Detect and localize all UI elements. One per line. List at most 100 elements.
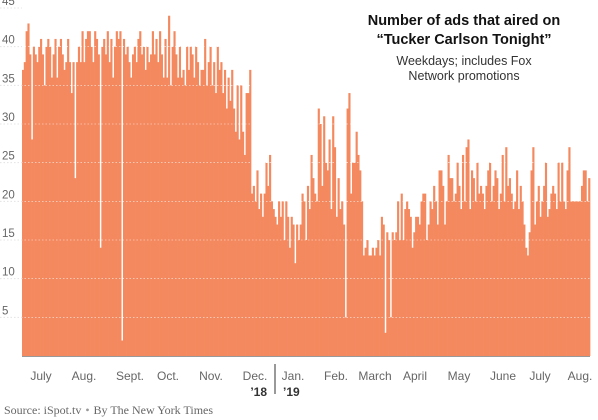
bar [52, 54, 55, 357]
bar [288, 247, 292, 356]
x-tick-label: Dec. [243, 369, 268, 383]
bar [115, 31, 118, 356]
bar [330, 209, 333, 356]
bar [566, 170, 569, 356]
bar [505, 147, 508, 356]
bar [362, 255, 365, 356]
bar [328, 139, 331, 356]
bar [198, 85, 201, 356]
bar [270, 201, 273, 356]
y-tick-label: 35 [2, 73, 15, 85]
bar [564, 209, 567, 356]
bar [113, 46, 117, 357]
bar [214, 93, 218, 356]
bar [427, 224, 430, 356]
bar [256, 170, 259, 356]
bar [59, 38, 63, 357]
bar [364, 247, 367, 356]
bar [319, 124, 322, 356]
bar [168, 15, 171, 356]
bar [548, 209, 551, 356]
bar [409, 216, 412, 356]
bar [222, 93, 225, 356]
bar [586, 201, 589, 356]
bar [79, 62, 82, 356]
bar [470, 170, 474, 356]
bar [438, 170, 441, 356]
bar [393, 240, 396, 356]
x-tick-label: May [448, 369, 471, 383]
bar [541, 201, 544, 356]
bar [159, 31, 162, 356]
bar [337, 178, 340, 356]
bar [157, 62, 160, 356]
bar [544, 162, 548, 356]
bar [103, 38, 106, 357]
bar [249, 69, 252, 357]
bar [94, 31, 97, 356]
bar [458, 185, 461, 356]
bar [384, 332, 387, 356]
bar [373, 255, 376, 356]
y-tick-label: 30 [2, 112, 15, 124]
bar [205, 85, 209, 356]
bar [74, 178, 77, 356]
bar [133, 46, 136, 357]
bar [245, 93, 248, 356]
bar [434, 201, 438, 356]
bar [106, 31, 109, 356]
bar [193, 77, 196, 356]
bar [308, 209, 311, 356]
bar [150, 54, 153, 357]
source-text: Source: iSpot.tv [4, 403, 82, 417]
bar [480, 185, 483, 356]
bar [579, 201, 582, 356]
bar [117, 38, 120, 357]
bar [160, 54, 163, 357]
bar [220, 62, 223, 356]
bar [342, 224, 346, 356]
bar [200, 69, 203, 357]
bar [65, 62, 68, 356]
bar [445, 201, 448, 356]
bar [433, 185, 436, 356]
bar [326, 170, 329, 356]
bar [469, 209, 472, 356]
bar [449, 178, 452, 356]
bar [290, 216, 293, 356]
y-tick-label: 45 [2, 0, 15, 8]
x-tick-label: Aug. [568, 369, 593, 383]
bar [177, 77, 180, 356]
x-tick-label: March [358, 369, 391, 383]
bar [543, 185, 546, 356]
bar [77, 46, 81, 357]
bar [153, 54, 156, 357]
x-tick-label: Nov. [199, 369, 223, 383]
source-credit-line: Source: iSpot.tv • By The New York Times [4, 403, 213, 418]
bar [397, 201, 400, 356]
bar [348, 93, 351, 356]
bar [546, 216, 549, 356]
bar [258, 209, 261, 356]
bar [124, 54, 127, 357]
bar [164, 38, 167, 357]
bar [218, 69, 221, 357]
bar [278, 201, 281, 356]
bar [61, 54, 64, 357]
bar [485, 185, 488, 356]
bar [555, 209, 558, 356]
bar [126, 46, 129, 357]
bar [122, 38, 126, 357]
bar [204, 38, 207, 357]
bar [112, 77, 115, 356]
bar [68, 62, 72, 356]
bar [119, 31, 122, 356]
bar [416, 216, 420, 356]
bar [361, 201, 364, 356]
bar [353, 162, 356, 356]
chart-subtitle: Weekdays; includes Fox [396, 54, 532, 68]
bar [355, 131, 358, 356]
bar [182, 69, 185, 357]
bar [425, 240, 429, 356]
bar [550, 193, 553, 356]
